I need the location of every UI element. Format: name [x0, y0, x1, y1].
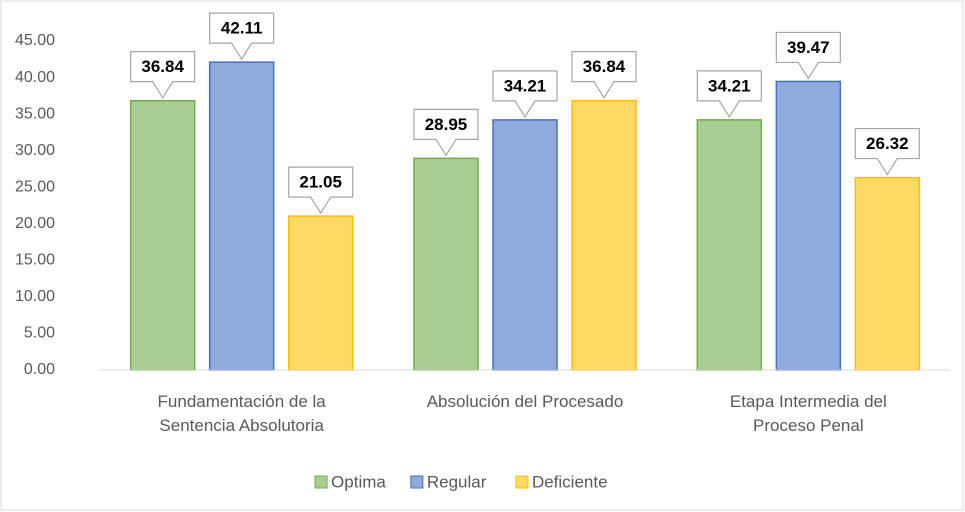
bar: [129, 99, 196, 371]
x-tick-label: Absolución del Procesado: [426, 392, 624, 411]
callout: [288, 166, 354, 215]
value-label: 28.95: [425, 115, 468, 134]
bar: [413, 157, 479, 371]
callout: [775, 31, 841, 80]
y-tick-label: 25.00: [15, 178, 55, 195]
legend-label: Regular: [427, 472, 487, 491]
callout: [209, 12, 275, 61]
y-tick-label: 15.00: [15, 252, 55, 269]
legend-swatch: [410, 475, 424, 489]
callout: [571, 51, 637, 99]
legend-swatch: [314, 475, 328, 489]
x-tick-label: Etapa Intermedia del Proceso Penal: [729, 392, 887, 435]
y-tick-label: 20.00: [15, 215, 55, 232]
bar: [696, 119, 763, 371]
y-tick-label: 10.00: [15, 288, 55, 305]
y-tick-label: 30.00: [15, 142, 55, 159]
y-tick-label: 0.00: [24, 361, 55, 378]
value-label: 26.32: [866, 134, 909, 153]
value-label: 36.84: [583, 57, 626, 76]
y-tick-label: 45.00: [15, 32, 55, 49]
callout: [854, 127, 920, 176]
value-label: 42.11: [221, 19, 263, 38]
bar: [854, 176, 921, 371]
bar: [571, 99, 637, 371]
bar: [775, 80, 842, 371]
legend-label: Optima: [331, 472, 386, 491]
value-label: 39.47: [787, 38, 830, 57]
bar: [208, 61, 275, 371]
value-label: 34.21: [708, 76, 751, 95]
callout: [492, 70, 558, 119]
legend-swatch: [515, 475, 529, 489]
x-tick-label: Fundamentación de la Sentencia Absolutor…: [157, 392, 326, 435]
bar: [492, 119, 558, 371]
bar: [287, 215, 354, 371]
callout: [130, 51, 196, 99]
y-tick-label: 40.00: [15, 69, 55, 86]
y-tick-label: 35.00: [15, 105, 55, 122]
value-label: 34.21: [504, 76, 547, 95]
callout: [413, 108, 479, 157]
callout: [696, 70, 762, 119]
value-label: 36.84: [141, 57, 184, 76]
y-tick-label: 5.00: [24, 325, 55, 342]
value-label: 21.05: [299, 173, 342, 192]
legend-label: Deficiente: [532, 472, 608, 491]
